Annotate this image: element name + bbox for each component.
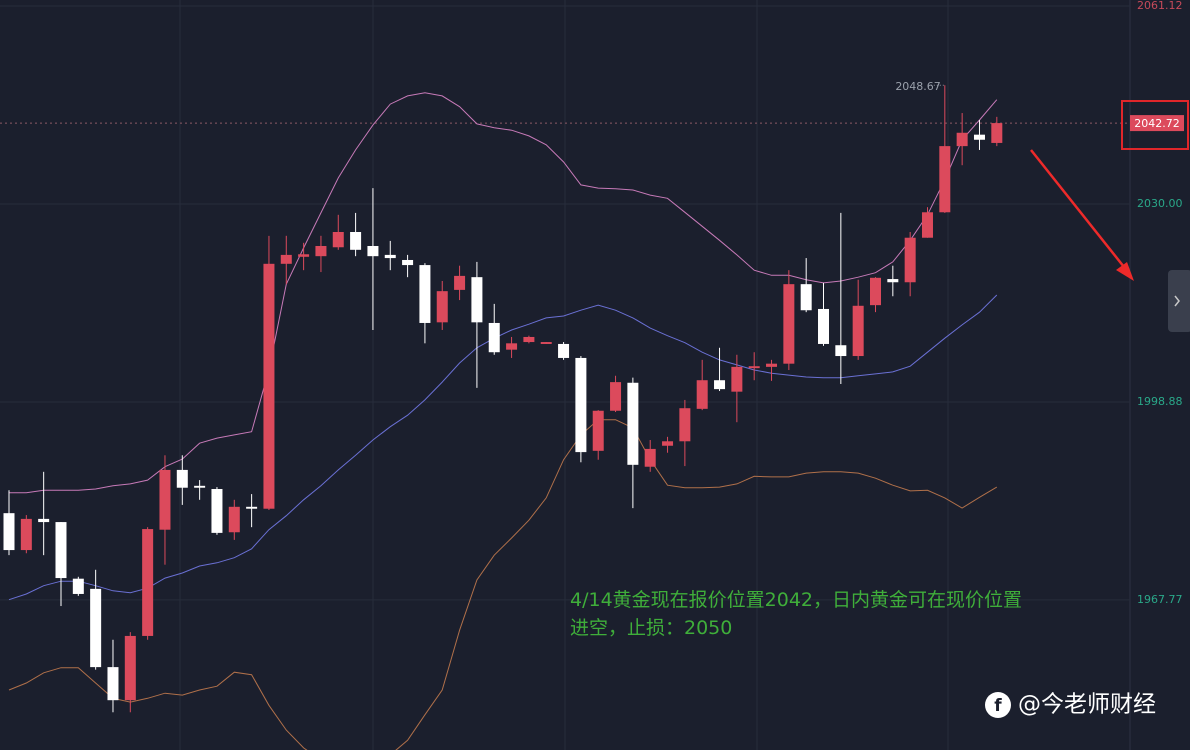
candle-body — [20, 518, 32, 551]
candle-body — [72, 578, 84, 594]
candle-body — [887, 279, 899, 283]
candle-body — [454, 275, 466, 290]
annotation-line: 进空，止损：2050 — [570, 617, 732, 639]
side-tab-icon[interactable] — [1174, 295, 1180, 307]
candle-body — [679, 408, 691, 442]
candle-body — [714, 380, 726, 390]
watermark-text: @今老师财经 — [1018, 692, 1156, 718]
band-line — [8, 419, 998, 750]
candle-body — [852, 305, 864, 357]
candle-body — [280, 254, 292, 264]
candle-body — [488, 322, 500, 353]
candle-body — [176, 469, 188, 488]
candle-body — [228, 506, 240, 533]
candle-body — [194, 485, 206, 488]
y-tick-label: 1967.77 — [1137, 593, 1183, 606]
y-tick-label: 2061.12 — [1137, 0, 1183, 12]
candle-body — [558, 343, 570, 358]
candle-body — [315, 245, 327, 257]
candle-body — [124, 635, 136, 701]
watermark-icon-glyph: f — [994, 696, 1002, 716]
candle-body — [627, 382, 639, 465]
side-tab[interactable] — [1168, 270, 1190, 332]
candle-body — [298, 254, 310, 257]
arrow-head — [1116, 262, 1134, 281]
candle-body — [662, 441, 674, 446]
watermark: f @今老师财经 — [985, 692, 1156, 718]
candle-body — [921, 212, 933, 238]
candle-body — [870, 277, 881, 306]
labels-layer: 1967.77 1998.88 2030.00 2061.12 2048.67 2042.… — [895, 0, 1184, 606]
band-line — [8, 294, 998, 601]
bands-layer — [8, 92, 998, 750]
candle-body — [471, 277, 483, 323]
candle-body — [107, 667, 119, 701]
candle-body — [211, 488, 223, 533]
candle-body — [904, 237, 916, 283]
candle-body — [350, 231, 362, 250]
candle-body — [540, 342, 552, 344]
y-tick-label: 2030.00 — [1137, 197, 1183, 210]
candle-body — [973, 134, 985, 140]
candles-layer — [3, 85, 1003, 713]
band-line — [9, 92, 998, 494]
candle-body — [367, 245, 379, 257]
candle-body — [263, 263, 275, 509]
candle-body — [835, 345, 847, 357]
candle-body — [991, 123, 1003, 143]
candle-body — [696, 380, 708, 409]
candle-body — [610, 382, 622, 411]
candle-body — [731, 366, 743, 392]
candle-body — [783, 284, 795, 364]
price-label-bg — [1130, 115, 1184, 132]
candle-body — [523, 336, 535, 343]
candle-body — [506, 343, 518, 350]
candle-body — [956, 132, 968, 147]
annotation-line: 4/14黄金现在报价位置2042，日内黄金可在现价位置 — [570, 589, 1022, 611]
candle-body — [246, 506, 258, 509]
candle-body — [142, 529, 154, 636]
y-tick-label: 1998.88 — [1137, 395, 1183, 408]
price-label: 2042.72 — [1134, 117, 1180, 130]
arrow — [1030, 149, 1134, 281]
candle-body — [818, 308, 830, 344]
high-marker-label: 2048.67 — [895, 80, 941, 93]
highlight-box — [1121, 100, 1189, 150]
watermark-icon — [985, 692, 1011, 718]
candle-body — [402, 259, 414, 266]
arrow-shaft — [1030, 149, 1129, 273]
candle-body — [748, 366, 760, 369]
candle-body — [332, 231, 344, 248]
candle-body — [436, 291, 448, 323]
candle-body — [939, 146, 951, 213]
candle-body — [90, 588, 102, 668]
candle-body — [575, 357, 587, 453]
candle-body — [800, 284, 812, 311]
candle-body — [38, 518, 50, 523]
candle-body — [592, 410, 604, 451]
candle-body — [3, 513, 15, 551]
candle-body — [766, 363, 778, 367]
candle-body — [419, 265, 431, 323]
candle-body — [159, 469, 171, 530]
candle-body — [55, 522, 67, 579]
candle-body — [644, 448, 656, 467]
candle-body — [384, 254, 396, 259]
